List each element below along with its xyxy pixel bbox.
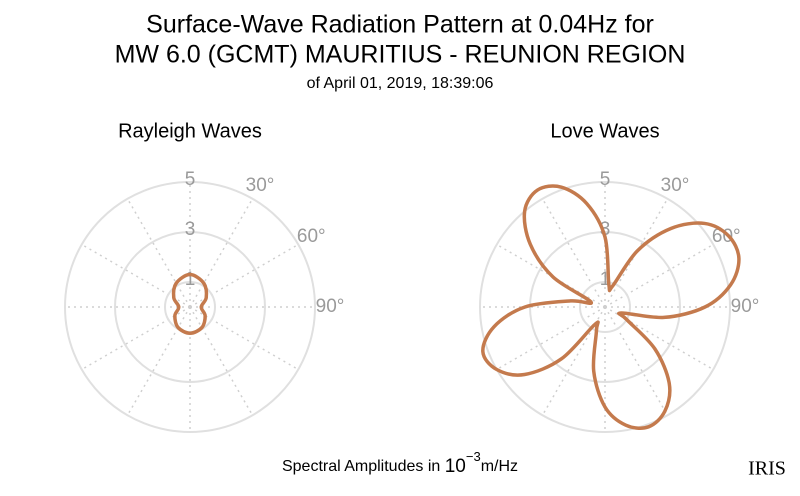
- r-tick-label: 5: [185, 169, 196, 190]
- ring-grid-line: [114, 231, 266, 383]
- radiation-pattern: [481, 184, 741, 430]
- r-tick-label: 3: [185, 219, 196, 240]
- radiation-pattern: [171, 272, 209, 335]
- r-tick-label: 1: [185, 269, 196, 290]
- r-tick-label: 1: [600, 269, 611, 290]
- r-tick-label: 5: [600, 169, 611, 190]
- footnote-base: 10: [445, 456, 466, 477]
- r-tick-label: 3: [600, 219, 611, 240]
- theta-tick-label: 60°: [297, 226, 326, 247]
- title: Surface-Wave Radiation Pattern at 0.04Hz…: [146, 11, 654, 39]
- chart-title: Rayleigh Waves: [118, 120, 262, 142]
- theta-tick-label: 90°: [731, 296, 760, 317]
- footnote-text: Spectral Amplitudes in: [282, 458, 440, 475]
- theta-tick-label: 30°: [661, 175, 690, 196]
- ring-grid-line: [64, 181, 316, 433]
- ring-grid-line: [479, 181, 731, 433]
- subtitle: of April 01, 2019, 18:39:06: [307, 75, 494, 92]
- chart-title: Love Waves: [550, 120, 659, 142]
- ring-grid-line: [579, 281, 631, 333]
- footnote-exponent: −3: [466, 449, 481, 464]
- footnote-unit: m/Hz: [481, 458, 518, 475]
- footnote: Spectral Amplitudes in 10−3m/Hz: [282, 449, 518, 477]
- title: MW 6.0 (GCMT) MAURITIUS - REUNION REGION: [115, 41, 686, 69]
- theta-tick-label: 30°: [246, 175, 275, 196]
- theta-tick-label: 90°: [316, 296, 345, 317]
- logo: IRIS: [748, 458, 786, 480]
